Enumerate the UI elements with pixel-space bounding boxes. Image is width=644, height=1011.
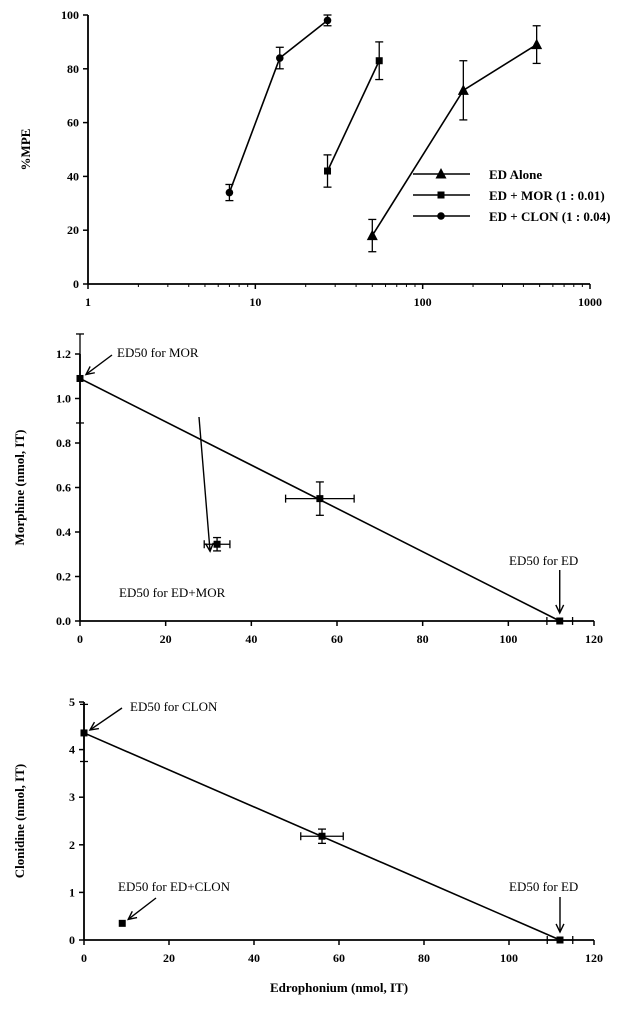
annotation-label: ED50 for CLON <box>130 699 218 714</box>
x-tick-label: 1000 <box>578 295 602 309</box>
annotation-label: ED50 for ED <box>509 879 578 894</box>
y-tick-label: 5 <box>69 695 75 709</box>
data-point <box>531 38 543 50</box>
legend-label: ED + MOR (1 : 0.01) <box>489 188 605 203</box>
y-tick-label: 4 <box>69 743 75 757</box>
y-tick-label: 0.6 <box>56 481 71 495</box>
x-tick-label: 0 <box>81 951 87 965</box>
y-axis-label: Clonidine (nmol, IT) <box>12 764 27 879</box>
x-tick-label: 20 <box>163 951 175 965</box>
y-tick-label: 1.0 <box>56 392 71 406</box>
x-tick-label: 0 <box>77 632 83 646</box>
data-point <box>316 495 324 503</box>
data-point <box>318 832 326 840</box>
annotation-arrow-head <box>555 604 565 615</box>
y-tick-label: 1.2 <box>56 347 71 361</box>
data-point <box>225 188 234 197</box>
y-tick-label: 0.0 <box>56 614 71 628</box>
y-tick-label: 0.8 <box>56 436 71 450</box>
data-point <box>375 57 383 65</box>
y-tick-label: 0.4 <box>56 525 71 539</box>
legend-label: ED + CLON (1 : 0.04) <box>489 209 611 224</box>
series-line <box>228 19 329 193</box>
y-tick-label: 60 <box>67 116 79 130</box>
y-tick-label: 1 <box>69 885 75 899</box>
annotation-arrow-head <box>84 366 95 376</box>
x-tick-label: 80 <box>417 632 429 646</box>
annotation-arrow-head <box>204 542 214 553</box>
y-tick-label: 0 <box>69 933 75 947</box>
series-line <box>326 60 380 172</box>
data-point <box>275 54 284 62</box>
x-tick-label: 100 <box>500 951 518 965</box>
y-tick-label: 80 <box>67 62 79 76</box>
x-tick-label: 100 <box>414 295 432 309</box>
annotation-arrow <box>89 707 123 731</box>
x-tick-label: 80 <box>418 951 430 965</box>
series-line <box>371 43 538 237</box>
data-point <box>118 919 126 927</box>
y-tick-label: 3 <box>69 790 75 804</box>
y-tick-label: 2 <box>69 838 75 852</box>
data-point <box>80 729 88 737</box>
y-tick-label: 20 <box>67 223 79 237</box>
annotation-label: ED50 for ED <box>509 553 578 568</box>
legend-marker <box>437 212 445 220</box>
data-point <box>76 374 84 382</box>
x-tick-label: 60 <box>331 632 343 646</box>
data-point <box>457 84 469 95</box>
annotation-arrow <box>198 416 211 552</box>
data-point <box>556 617 564 625</box>
annotation-arrow-head <box>555 923 565 934</box>
y-axis-label: %MPE <box>18 129 33 171</box>
x-tick-label: 1 <box>85 295 91 309</box>
annotation-arrow <box>85 354 113 376</box>
annotation-arrow <box>127 897 157 920</box>
x-axis-label: Edrophonium (nmol, IT) <box>270 980 408 995</box>
legend-marker <box>437 191 445 199</box>
morphine-isobologram-panel: 0.0 0.2 0.4 0.6 0.8 1.0 1.2 0 20 40 60 80 100 120 Morp… <box>12 333 603 646</box>
y-tick-label: 0.2 <box>56 570 71 584</box>
x-tick-label: 120 <box>585 951 603 965</box>
annotation-label: ED50 for MOR <box>117 345 199 360</box>
x-tick-label: 10 <box>249 295 261 309</box>
x-tick-label: 40 <box>245 632 257 646</box>
x-tick-label: 40 <box>248 951 260 965</box>
data-point <box>324 167 332 175</box>
y-tick-label: 40 <box>67 169 79 183</box>
y-axis-label: Morphine (nmol, IT) <box>12 430 27 546</box>
clonidine-isobologram-panel: 0 1 2 3 4 5 0 20 40 60 80 100 120 Clonidine (nmol, IT… <box>12 695 603 995</box>
annotation-arrow-head <box>126 910 138 921</box>
x-tick-label: 20 <box>160 632 172 646</box>
x-tick-label: 120 <box>585 632 603 646</box>
data-point <box>323 16 332 25</box>
data-point <box>556 936 564 944</box>
dose-response-panel: 0 20 40 60 80 100 1 10 100 1000 %MPE ED Alone ED + M… <box>18 8 611 309</box>
legend-marker <box>435 168 447 179</box>
x-tick-label: 100 <box>499 632 517 646</box>
y-tick-label: 100 <box>61 8 79 22</box>
y-tick-label: 0 <box>73 277 79 291</box>
data-point <box>366 229 378 241</box>
x-tick-label: 60 <box>333 951 345 965</box>
annotation-label: ED50 for ED+MOR <box>119 585 226 600</box>
data-point <box>213 540 221 548</box>
annotation-label: ED50 for ED+CLON <box>118 879 231 894</box>
annotation-arrow-head <box>88 721 100 731</box>
legend-label: ED Alone <box>489 167 542 182</box>
